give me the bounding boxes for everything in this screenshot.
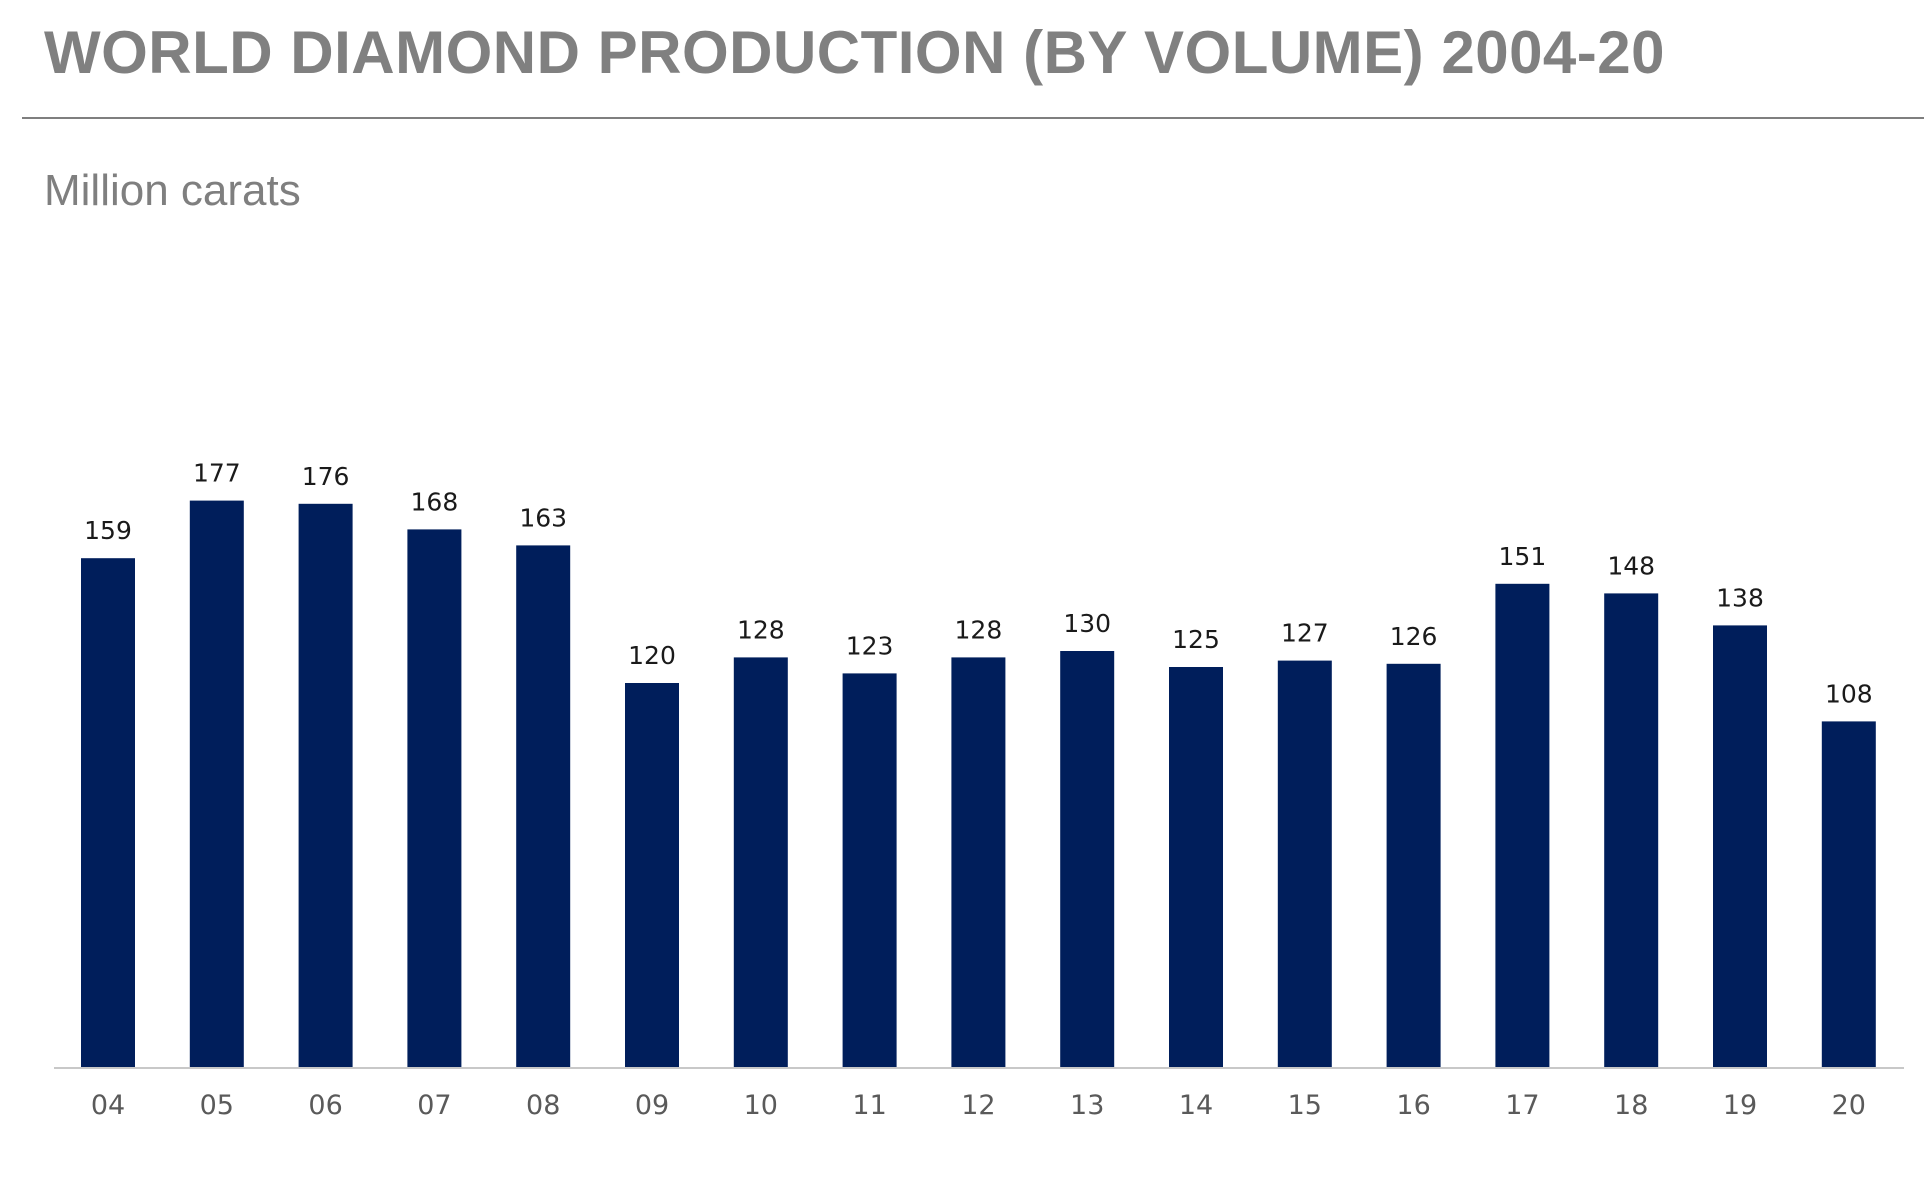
x-tick-label-14: 14 [1179, 1090, 1213, 1121]
bar-20 [1821, 721, 1876, 1067]
data-label-19: 138 [1716, 583, 1764, 612]
bar-04 [81, 558, 135, 1067]
bar-19 [1713, 625, 1767, 1067]
bar-13 [1060, 651, 1115, 1067]
bar-15 [1277, 660, 1332, 1067]
data-label-06: 176 [302, 462, 350, 491]
x-tick-label-11: 11 [852, 1090, 886, 1121]
data-label-07: 168 [411, 487, 459, 516]
data-label-14: 125 [1172, 625, 1220, 654]
bar-05 [189, 500, 244, 1068]
x-tick-label-16: 16 [1396, 1090, 1430, 1121]
chart-subtitle: Million carats [44, 166, 301, 215]
x-tick-label-12: 12 [961, 1090, 995, 1121]
bar-18 [1604, 593, 1659, 1067]
bar-08 [516, 545, 571, 1067]
data-label-11: 123 [846, 631, 894, 660]
x-tick-labels-group: 04 05 06 07 08 09 10 11 12 13 14 15 16 17 18 19 20 [91, 1090, 1866, 1121]
data-label-12: 128 [955, 615, 1003, 644]
x-tick-label-06: 06 [308, 1090, 342, 1121]
x-tick-label-20: 20 [1832, 1090, 1866, 1121]
x-tick-label-15: 15 [1288, 1090, 1322, 1121]
bar-12 [951, 657, 1006, 1067]
bar-14 [1169, 667, 1223, 1067]
x-tick-label-13: 13 [1070, 1090, 1104, 1121]
x-tick-label-19: 19 [1723, 1090, 1757, 1121]
data-label-13: 130 [1063, 609, 1111, 638]
data-label-17: 151 [1499, 542, 1547, 571]
data-label-18: 148 [1607, 551, 1655, 580]
data-labels-group: 159 177 176 168 163 120 128 123 128 130 125 127 126 1… [84, 459, 1873, 709]
x-tick-label-05: 05 [200, 1090, 234, 1121]
bar-07 [407, 529, 462, 1067]
data-label-08: 163 [519, 503, 567, 532]
bar-17 [1495, 583, 1550, 1067]
bars-group [81, 500, 1876, 1068]
x-tick-label-10: 10 [744, 1090, 778, 1121]
data-label-09: 120 [628, 641, 676, 670]
data-label-16: 126 [1390, 622, 1438, 651]
data-label-04: 159 [84, 516, 132, 545]
x-tick-label-08: 08 [526, 1090, 560, 1121]
bar-09 [625, 683, 679, 1067]
x-tick-label-07: 07 [417, 1090, 451, 1121]
x-tick-label-17: 17 [1505, 1090, 1539, 1121]
data-label-10: 128 [737, 615, 785, 644]
bar-16 [1386, 663, 1441, 1067]
bar-06 [298, 503, 353, 1067]
x-tick-label-04: 04 [91, 1090, 125, 1121]
x-tick-label-09: 09 [635, 1090, 669, 1121]
data-label-20: 108 [1825, 679, 1873, 708]
x-tick-label-18: 18 [1614, 1090, 1648, 1121]
bar-10 [733, 657, 788, 1067]
chart-title: WORLD DIAMOND PRODUCTION (BY VOLUME) 200… [44, 19, 1666, 86]
bar-11 [842, 673, 897, 1067]
data-label-05: 177 [193, 459, 241, 488]
data-label-15: 127 [1281, 619, 1329, 648]
title-divider [22, 117, 1924, 119]
